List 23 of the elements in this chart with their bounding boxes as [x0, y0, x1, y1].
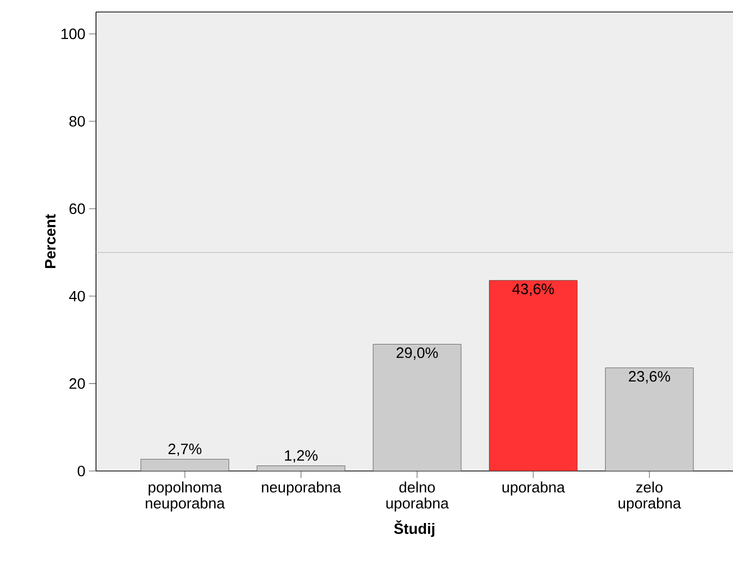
y-tick-label: 80 [69, 116, 85, 127]
x-tick-label: zelo uporabna [618, 482, 682, 512]
data-label: 23,6% [628, 371, 670, 384]
bar [489, 280, 578, 472]
data-label: 1,2% [285, 450, 318, 463]
data-label: 29,0% [396, 347, 438, 360]
bar [140, 458, 230, 472]
x-tick-label: popolnoma neuporabna [146, 482, 225, 512]
bar [372, 344, 462, 472]
bar [605, 368, 694, 472]
x-axis-title: Študij [394, 520, 434, 537]
data-label: 43,6% [512, 284, 554, 296]
x-tick-label: uporabna [502, 482, 565, 496]
y-tick-label: 20 [70, 378, 85, 389]
x-tick-label: neuporabna [262, 482, 341, 496]
y-tick-label: 40 [69, 290, 85, 302]
y-tick-label: 100 [62, 28, 85, 40]
y-axis-title: Percent [45, 214, 56, 268]
x-tick-label: delno uporabna [386, 482, 449, 512]
bar [256, 466, 346, 472]
y-tick-label: 60 [70, 203, 85, 214]
y-tick-label: 0 [78, 466, 85, 476]
data-label: 2,7% [168, 444, 202, 456]
